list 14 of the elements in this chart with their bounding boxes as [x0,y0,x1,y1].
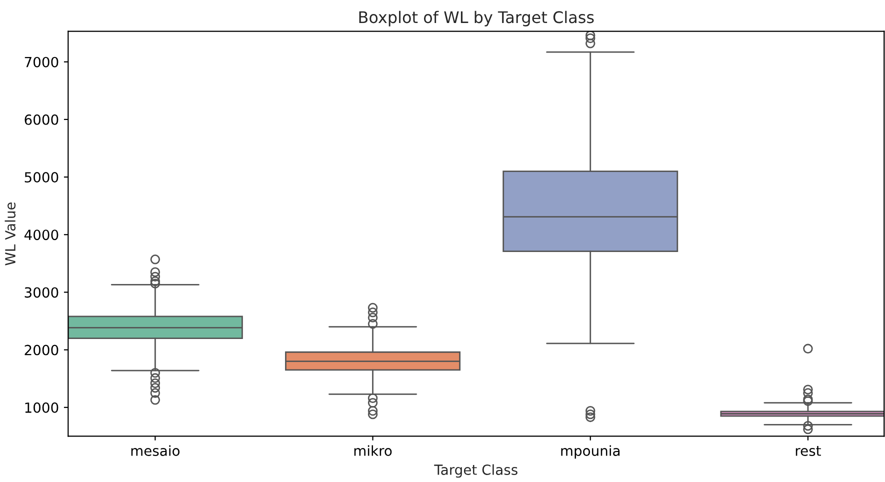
y-tick-label: 7000 [24,56,58,68]
x-axis-title: Target Class [434,464,518,478]
y-tick-label: 5000 [24,172,58,183]
x-tick-label: mesaio [131,445,180,456]
x-tick-label: rest [796,446,821,456]
y-tick-label: 3000 [24,287,58,298]
x-tick-label: mpounia [561,445,620,459]
y-tick-label: 6000 [24,114,58,125]
x-tick-label: mikro [354,445,392,456]
y-tick-label: 4000 [24,230,58,240]
chart-title: Boxplot of WL by Target Class [359,10,594,26]
y-tick-label: 2000 [24,344,58,356]
y-axis-title: WL Value [4,202,16,266]
y-tick-label: 1000 [25,402,58,413]
